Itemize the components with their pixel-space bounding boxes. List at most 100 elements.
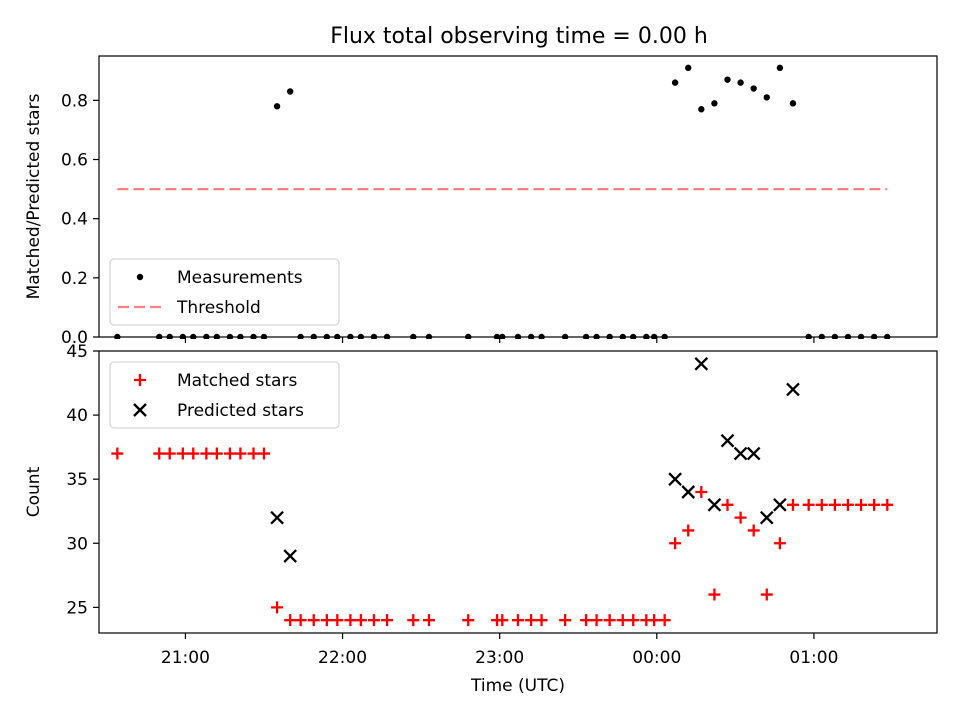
predicted-star-point xyxy=(681,485,696,499)
matched-star-point xyxy=(200,447,213,460)
matched-star-point xyxy=(648,614,661,627)
measurement-point xyxy=(286,88,294,95)
predicted-star-point xyxy=(720,433,735,448)
measurement-point xyxy=(711,100,718,107)
predicted-star-point xyxy=(270,510,284,525)
matched-star-point xyxy=(153,447,166,460)
matched-star-point xyxy=(271,601,284,614)
matched-star-point xyxy=(802,498,815,511)
predicted-star-point xyxy=(773,498,787,512)
matched-star-point xyxy=(257,447,270,460)
y-axis-label: Count xyxy=(24,466,44,517)
matched-star-point xyxy=(535,614,548,627)
x-tick-label: 21:00 xyxy=(161,648,210,668)
chart-title: Flux total observing time = 0.00 h xyxy=(330,24,708,49)
predicted-star-point xyxy=(759,510,774,525)
measurement-point xyxy=(698,106,705,113)
legend-box xyxy=(109,258,340,326)
plot-frame xyxy=(98,350,938,634)
matched-star-point xyxy=(247,447,260,460)
matched-star-point xyxy=(512,614,524,627)
ratio-panel: 0.0 0.2 0.4 0.6 0.8 Matched/Predicted stars Me… xyxy=(24,55,938,348)
predicted-star-point xyxy=(283,549,297,563)
y-tick-label: 0.8 xyxy=(61,91,88,111)
matched-star-point xyxy=(320,614,333,627)
matched-star-point xyxy=(223,447,236,460)
measurement-point xyxy=(273,103,281,110)
measurement-point xyxy=(685,64,692,72)
y-tick-label: 0.4 xyxy=(61,210,88,230)
matched-star-point xyxy=(669,537,682,550)
count-panel: 21:00 22:00 23:00 00:00 01:00 25 30 35 40 45 Count… xyxy=(24,342,938,696)
legend-label: Measurements xyxy=(177,268,303,288)
y-tick-label: 25 xyxy=(66,598,88,618)
matched-star-point xyxy=(344,614,357,627)
y-tick-label: 0.6 xyxy=(61,151,88,171)
matched-star-point xyxy=(828,498,841,511)
matched-star-point xyxy=(525,614,538,627)
matched-star-point xyxy=(234,447,247,460)
legend-box xyxy=(109,361,340,429)
matched-star-point xyxy=(284,614,297,627)
matched-star-point xyxy=(721,498,734,511)
x-tick-label: 00:00 xyxy=(632,648,681,668)
matched-star-point xyxy=(163,447,176,460)
legend-label: Matched stars xyxy=(177,371,297,391)
plot-frame xyxy=(98,55,938,338)
matched-star-point xyxy=(695,486,708,498)
y-tick-label: 35 xyxy=(66,470,88,490)
matched-star-point xyxy=(603,614,616,627)
measurement-point xyxy=(750,85,757,92)
matched-star-point xyxy=(111,447,124,460)
x-tick-label: 23:00 xyxy=(475,648,524,668)
matched-star-point xyxy=(841,498,854,511)
y-tick-label: 0.2 xyxy=(61,269,88,289)
measurement-point xyxy=(737,79,744,86)
matched-star-point xyxy=(868,498,881,511)
measurement-point xyxy=(671,79,679,86)
legend-label: Threshold xyxy=(176,298,261,318)
matched-star-point xyxy=(590,614,603,627)
matched-star-point xyxy=(627,614,640,627)
legend-marker-matched xyxy=(134,374,146,386)
x-axis-label: Time (UTC) xyxy=(470,676,565,696)
matched-star-point xyxy=(176,447,189,460)
y-axis-label: Matched/Predicted stars xyxy=(24,93,44,299)
matched-star-point xyxy=(682,524,695,537)
matched-star-point xyxy=(210,447,223,460)
matched-star-point xyxy=(407,614,420,627)
matched-star-point xyxy=(367,614,380,627)
y-tick-label: 0.0 xyxy=(61,328,88,348)
matched-star-point xyxy=(381,614,394,627)
matched-star-point xyxy=(734,511,747,524)
legend-label: Predicted stars xyxy=(177,401,304,421)
matched-star-point xyxy=(187,447,200,460)
x-tick-label: 22:00 xyxy=(318,648,367,668)
measurement-point xyxy=(724,76,731,83)
matched-star-point xyxy=(855,498,868,511)
matched-star-point xyxy=(747,524,760,537)
matched-star-point xyxy=(658,614,671,627)
series-layer xyxy=(111,357,894,627)
matched-star-point xyxy=(760,588,773,601)
matched-star-point xyxy=(616,614,629,627)
matched-star-point xyxy=(354,614,367,627)
matched-star-point xyxy=(580,614,593,627)
x-tick-label: 01:00 xyxy=(789,648,838,668)
predicted-star-point xyxy=(733,446,748,461)
matched-star-point xyxy=(462,614,475,627)
predicted-star-point xyxy=(786,382,800,397)
matched-star-point xyxy=(496,614,509,627)
matched-star-point xyxy=(815,498,828,511)
predicted-star-point xyxy=(668,472,682,486)
y-tick-label: 45 xyxy=(66,342,88,362)
matched-star-point xyxy=(773,537,786,550)
predicted-star-point xyxy=(746,446,761,461)
measurement-point xyxy=(763,94,770,101)
matched-star-point xyxy=(881,498,894,511)
predicted-star-point xyxy=(694,357,709,371)
y-tick-label: 40 xyxy=(66,406,88,426)
matched-star-point xyxy=(294,614,307,627)
matched-star-point xyxy=(422,614,435,627)
